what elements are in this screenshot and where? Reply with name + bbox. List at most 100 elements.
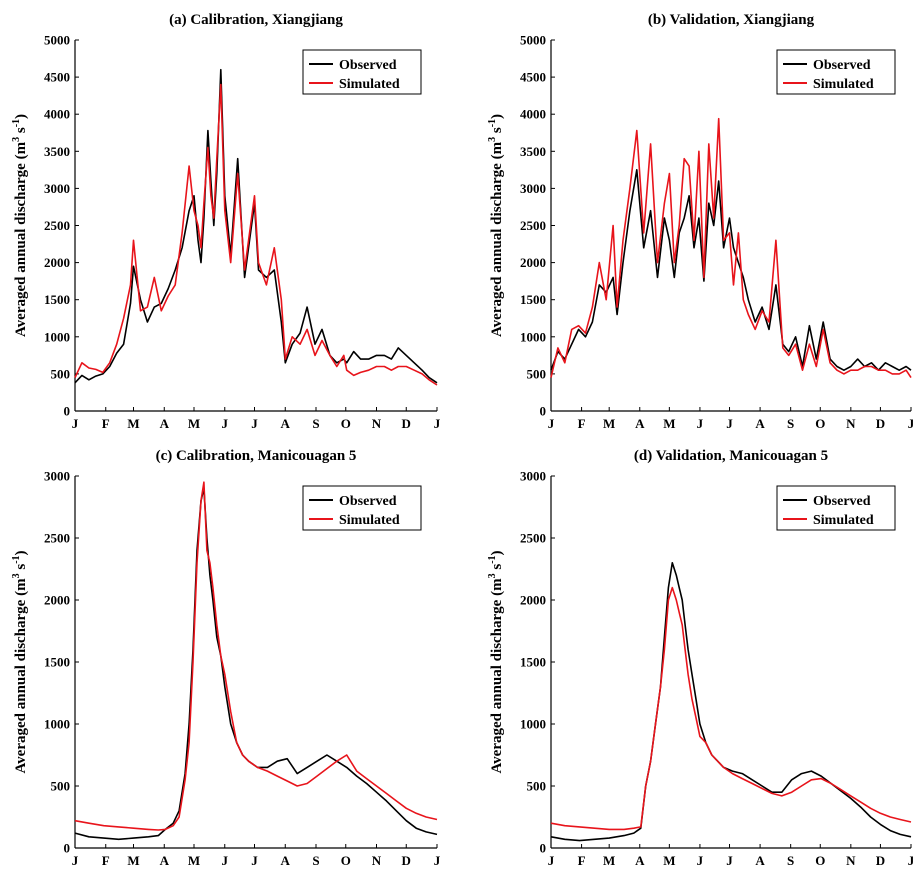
x-tick-label: J bbox=[548, 853, 555, 868]
y-axis-label-text: Averaged annual discharge bbox=[489, 159, 505, 337]
x-tick-label: A bbox=[160, 416, 170, 431]
y-tick-label: 1000 bbox=[44, 329, 70, 344]
x-tick-label: O bbox=[815, 416, 825, 431]
y-tick-label: 1000 bbox=[520, 329, 546, 344]
x-tick-label: J bbox=[251, 853, 258, 868]
y-tick-label: 1000 bbox=[520, 717, 546, 732]
x-tick-label: N bbox=[846, 853, 856, 868]
x-tick-label: D bbox=[876, 853, 885, 868]
x-tick-label: D bbox=[876, 416, 885, 431]
series-line-observed bbox=[74, 487, 438, 841]
legend-label: Observed bbox=[339, 58, 397, 73]
y-tick-label: 2000 bbox=[520, 593, 546, 608]
y-tick-label: 0 bbox=[64, 404, 71, 419]
x-tick-label: M bbox=[603, 853, 615, 868]
y-tick-label: 3000 bbox=[44, 181, 70, 196]
y-tick-label: 5000 bbox=[44, 33, 70, 48]
y-axis-label-text: s bbox=[489, 564, 505, 574]
y-tick-label: 2000 bbox=[44, 255, 70, 270]
y-tick-label: 0 bbox=[540, 404, 547, 419]
x-tick-label: N bbox=[372, 416, 382, 431]
x-tick-label: A bbox=[755, 853, 765, 868]
y-tick-label: 2500 bbox=[520, 531, 546, 546]
x-tick-label: O bbox=[341, 853, 351, 868]
legend: Observed Simulated bbox=[302, 485, 422, 531]
x-tick-label: J bbox=[726, 416, 733, 431]
y-tick-label: 500 bbox=[527, 366, 547, 381]
y-tick-label: 5000 bbox=[520, 33, 546, 48]
y-axis-unit-exponent: -1 bbox=[487, 555, 498, 563]
chart-panel-4: (d) Validation, Manicouagan 5 0 500 1000 150… bbox=[487, 448, 913, 868]
y-axis-unit-exponent: 3 bbox=[487, 573, 498, 578]
legend: Observed Simulated bbox=[776, 49, 896, 95]
legend-box bbox=[776, 485, 896, 531]
x-tick-label: J bbox=[434, 853, 441, 868]
x-tick-label: A bbox=[281, 853, 291, 868]
y-axis-label: Averaged annual discharge (m3 s-1) bbox=[487, 550, 505, 773]
x-tick-label: O bbox=[341, 416, 351, 431]
y-tick-label: 3500 bbox=[520, 144, 546, 159]
y-tick-label: 4500 bbox=[44, 70, 70, 85]
x-tick-label: J bbox=[726, 853, 733, 868]
y-axis-label-text: ) bbox=[489, 114, 505, 119]
series-line-observed bbox=[550, 169, 912, 372]
x-tick-label: M bbox=[603, 416, 615, 431]
y-axis-label-text: (m bbox=[489, 578, 505, 596]
y-tick-label: 2000 bbox=[44, 593, 70, 608]
x-tick-label: M bbox=[663, 416, 675, 431]
y-tick-label: 2500 bbox=[44, 531, 70, 546]
legend-box bbox=[302, 49, 422, 95]
legend-box bbox=[302, 485, 422, 531]
y-tick-label: 4000 bbox=[44, 107, 70, 122]
series-line-simulated bbox=[74, 83, 438, 386]
y-axis-label: Averaged annual discharge (m3 s-1) bbox=[487, 114, 505, 337]
y-axis-label-text: s bbox=[489, 127, 505, 137]
y-axis-label-text: (m bbox=[13, 578, 29, 596]
y-tick-label: 500 bbox=[51, 779, 71, 794]
series-line-simulated bbox=[550, 117, 912, 379]
y-tick-label: 0 bbox=[540, 841, 547, 856]
x-tick-label: M bbox=[188, 853, 200, 868]
y-axis-unit-exponent: -1 bbox=[11, 119, 22, 127]
chart-title: (d) Validation, Manicouagan 5 bbox=[634, 448, 828, 464]
x-tick-label: S bbox=[787, 416, 794, 431]
x-tick-label: J bbox=[908, 416, 913, 431]
y-tick-label: 500 bbox=[527, 779, 547, 794]
y-tick-label: 4500 bbox=[520, 70, 546, 85]
series-line-simulated bbox=[74, 481, 438, 831]
legend-label: Observed bbox=[339, 494, 397, 509]
y-tick-label: 2500 bbox=[44, 218, 70, 233]
y-tick-label: 3000 bbox=[44, 469, 70, 484]
chart-panel-1: (a) Calibration, Xiangjiang 0 500 1000 1500 2… bbox=[11, 12, 441, 431]
x-tick-label: J bbox=[72, 853, 79, 868]
x-tick-label: D bbox=[402, 853, 411, 868]
y-tick-label: 500 bbox=[51, 366, 71, 381]
x-tick-label: J bbox=[548, 416, 555, 431]
legend-label: Simulated bbox=[813, 77, 874, 92]
x-tick-label: M bbox=[127, 853, 139, 868]
y-tick-label: 3000 bbox=[520, 181, 546, 196]
x-tick-label: N bbox=[372, 853, 382, 868]
x-tick-label: A bbox=[281, 416, 291, 431]
x-tick-label: O bbox=[815, 853, 825, 868]
y-tick-label: 3000 bbox=[520, 469, 546, 484]
x-tick-label: F bbox=[578, 853, 586, 868]
y-axis-label: Averaged annual discharge (m3 s-1) bbox=[11, 550, 29, 773]
chart-panel-3: (c) Calibration, Manicouagan 5 0 500 1000 15… bbox=[11, 448, 441, 868]
x-tick-label: A bbox=[755, 416, 765, 431]
x-tick-label: S bbox=[312, 853, 319, 868]
legend-label: Simulated bbox=[813, 513, 874, 528]
legend-label: Simulated bbox=[339, 77, 400, 92]
x-tick-label: J bbox=[222, 853, 229, 868]
chart-title: (a) Calibration, Xiangjiang bbox=[169, 12, 343, 28]
x-tick-label: M bbox=[127, 416, 139, 431]
x-tick-label: J bbox=[908, 853, 913, 868]
y-axis-unit-exponent: 3 bbox=[11, 573, 22, 578]
y-axis-unit-exponent: 3 bbox=[11, 137, 22, 142]
y-axis-label-text: s bbox=[13, 564, 29, 574]
y-tick-label: 1500 bbox=[520, 655, 546, 670]
chart-panel-2: (b) Validation, Xiangjiang 0 500 1000 1500 20… bbox=[487, 12, 913, 431]
y-axis-label-text: Averaged annual discharge bbox=[489, 596, 505, 774]
x-tick-label: J bbox=[72, 416, 79, 431]
